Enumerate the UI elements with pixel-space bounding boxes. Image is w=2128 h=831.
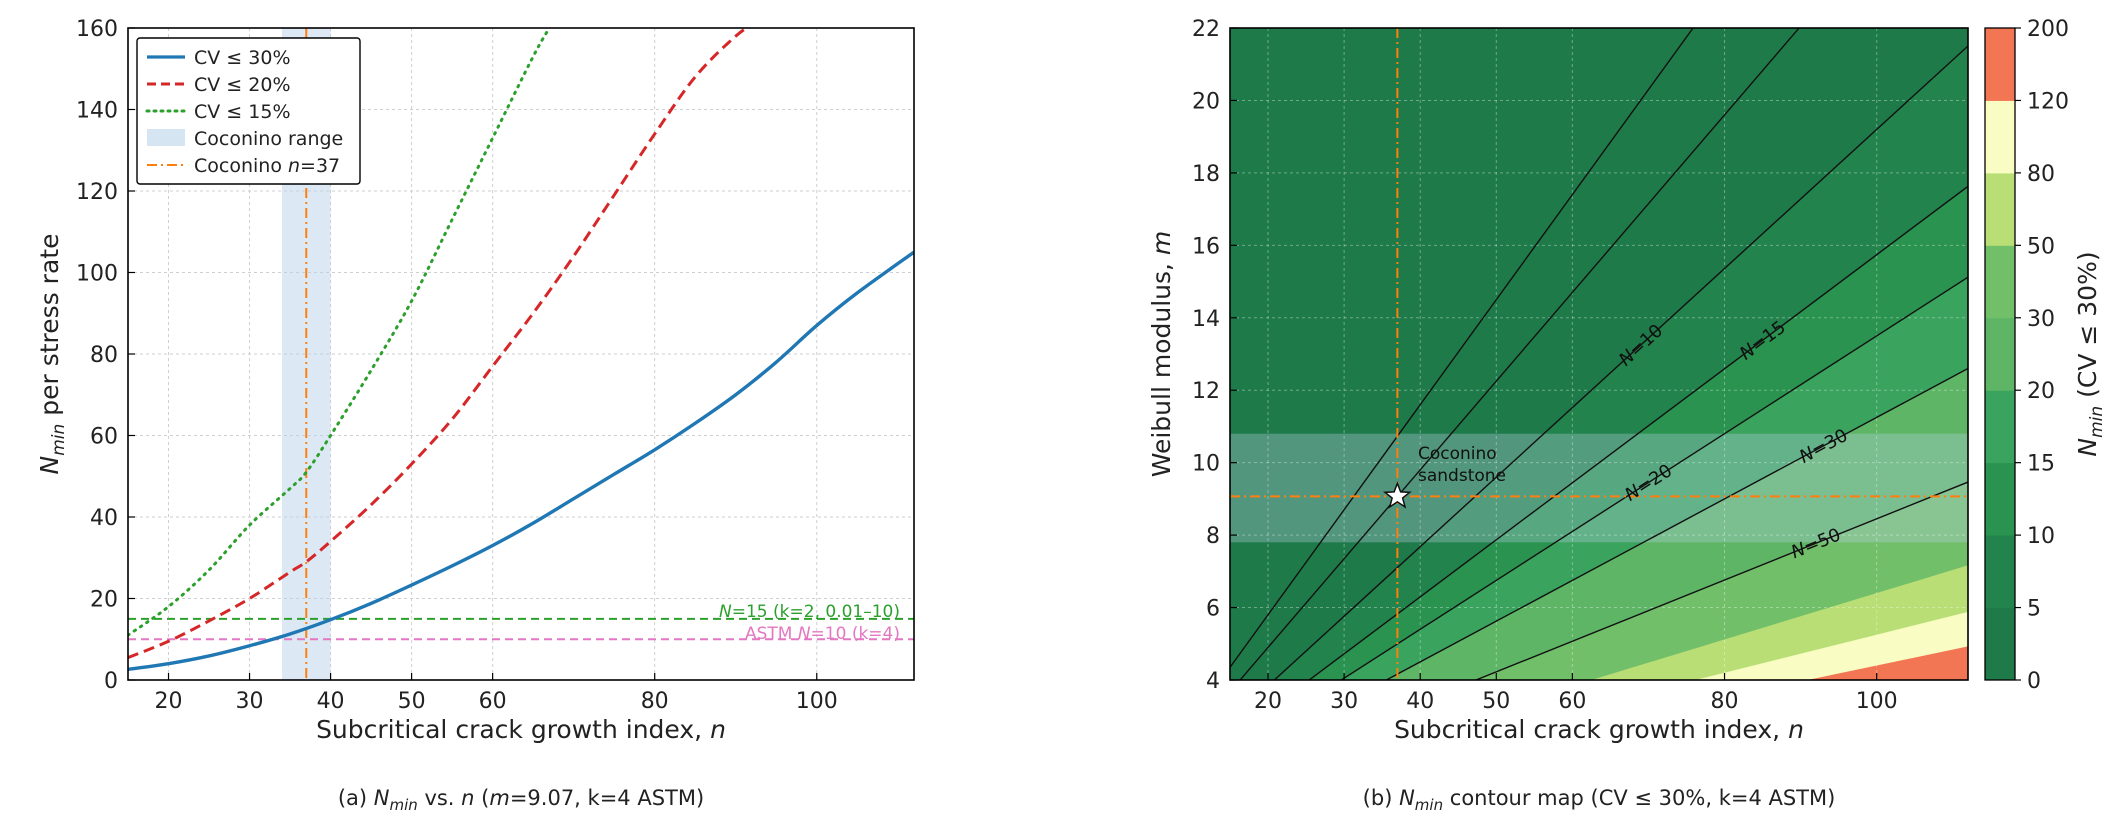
panel-a-ytick-label: 40	[90, 506, 118, 531]
panel-b-ytick-label: 14	[1192, 307, 1220, 332]
colorbar-tick-label: 120	[2027, 89, 2069, 114]
panel-b-ytick-label: 18	[1192, 162, 1220, 187]
legend-box	[136, 37, 361, 185]
contour-line-N=30	[1384, 367, 1968, 680]
panel-a-ytick-label: 80	[90, 343, 118, 368]
panel-a-ytick-label: 60	[90, 425, 118, 450]
colorbar-tick-label: 200	[2027, 17, 2069, 42]
series-line-0	[128, 250, 914, 672]
panel-a-ytick-label: 0	[104, 669, 118, 694]
panel-b-filled-contours	[1230, 28, 1968, 680]
colorbar-tick-label: 5	[2027, 597, 2041, 622]
panel-b-contour-lines	[1230, 28, 1968, 680]
contour-line-unlabeled	[1239, 28, 1800, 680]
panel-b-ytick-label: 10	[1192, 452, 1220, 477]
legend-label-coconino-n: Coconino n=37	[194, 155, 340, 177]
panel-a-xtick-label: 20	[155, 689, 183, 714]
colorbar-tick-label: 15	[2027, 452, 2055, 477]
hline-15-label: N=15 (k=2, 0.01–10)	[719, 602, 900, 622]
colorbar-label: Nmin (CV ≤ 30%)	[2073, 251, 2107, 456]
colorbar-segment	[1985, 100, 2015, 174]
panel-b-ytick-label: 22	[1192, 17, 1220, 42]
panel-a-ticks: 20 30 40 50 60 80 100 0 20 40 60 80 100 120 140 160	[76, 17, 838, 714]
panel-b-ticks: 20 30 40 50 60 80 100 4 6 8 10 12 14 16 18 20 22	[1192, 17, 1898, 714]
coconino-star-marker	[1383, 481, 1412, 509]
panel-a-ytick-label: 20	[90, 588, 118, 613]
colorbar-tick-label: 0	[2027, 669, 2041, 694]
colorbar-tick-label: 80	[2027, 162, 2055, 187]
panel-a-ytick-label: 160	[76, 17, 118, 42]
panel-a-ytick-label: 120	[76, 180, 118, 205]
panel-b-xtick-label: 50	[1482, 689, 1510, 714]
colorbar-segment	[1985, 390, 2015, 464]
panel-b-grid	[1230, 28, 1968, 680]
coconino-marker-label-line2: sandstone	[1418, 466, 1506, 486]
colorbar-segment	[1985, 28, 2015, 101]
colorbar-segment	[1985, 535, 2015, 609]
panel-b-xtick-label: 20	[1254, 689, 1282, 714]
panel-a-ylabel: Nmin per stress rate	[35, 234, 69, 475]
legend-label-cv30: CV ≤ 30%	[194, 47, 291, 69]
contour-band-dark-corner	[1230, 28, 1684, 665]
panel-a-xtick-label: 100	[796, 689, 838, 714]
colorbar-segment	[1985, 607, 2015, 681]
panel-b-ytick-label: 8	[1206, 524, 1220, 549]
panel-a-xlabel: Subcritical crack growth index, n	[316, 715, 726, 744]
panel-b-xtick-label: 30	[1330, 689, 1358, 714]
panel-a-xtick-label: 60	[479, 689, 507, 714]
legend-label-cv20: CV ≤ 20%	[194, 74, 291, 96]
panel-a-ytick-label: 140	[76, 99, 118, 124]
colorbar-frame	[1984, 27, 2016, 681]
panel-b-caption: (b) Nmin contour map (CV ≤ 30%, k=4 ASTM…	[1363, 786, 1836, 814]
panel-b-xtick-label: 60	[1558, 689, 1586, 714]
panel-a-xtick-label: 40	[317, 689, 345, 714]
series-line-2	[128, 28, 551, 637]
panel-b-ylabel: Weibull modulus, m	[1147, 231, 1176, 478]
colorbar-tick-label: 30	[2027, 307, 2055, 332]
panel-b-xlabel: Subcritical crack growth index, n	[1394, 715, 1804, 744]
legend-swatch-coconino-range	[147, 129, 185, 146]
panel-a-xtick-label: 50	[398, 689, 426, 714]
panel-a-legend: CV ≤ 30% CV ≤ 20% CV ≤ 15% Coconino rang…	[136, 37, 361, 185]
contour-line-unlabeled	[1230, 28, 1694, 668]
colorbar-tick-label: 50	[2027, 234, 2055, 259]
colorbar-segment	[1985, 462, 2015, 536]
contour-line-N=15	[1308, 185, 1968, 680]
legend-label-cv15: CV ≤ 15%	[194, 101, 291, 123]
panel-b-xtick-label: 40	[1406, 689, 1434, 714]
colorbar-segment	[1985, 317, 2015, 391]
panel-a-caption: (a) Nmin vs. n (m=9.07, k=4 ASTM)	[338, 786, 704, 814]
panel-b-ytick-label: 4	[1206, 669, 1220, 694]
panel-b-contour-map: N=10 N=15N=20N=30N=50 20 30 40 50 60 80 1004681…	[1147, 17, 2107, 814]
series-line-1	[128, 28, 750, 659]
contour-line-N=10	[1273, 45, 1968, 680]
colorbar-segment	[1985, 172, 2015, 246]
panel-a-ytick-label: 100	[76, 262, 118, 287]
panel-b-ytick-label: 12	[1192, 379, 1220, 404]
panel-b-frame	[1229, 27, 1969, 681]
colorbar-tick-label: 20	[2027, 379, 2055, 404]
panel-a-xtick-label: 80	[641, 689, 669, 714]
panel-a-line-chart: 20 30 40 50 60 80 100 0 20 40 60 80 100 120 140 160 N=1…	[35, 17, 915, 814]
panel-b-xtick-label: 100	[1856, 689, 1898, 714]
colorbar: 0 5 10 15 20 30 50 80 120 200	[1984, 17, 2069, 694]
weibull-range-band	[1230, 433, 1968, 543]
hline-10-label: ASTM N=10 (k=4)	[745, 624, 900, 644]
panel-b-ytick-label: 16	[1192, 234, 1220, 259]
colorbar-tick-label: 10	[2027, 524, 2055, 549]
panel-b-ytick-label: 6	[1206, 597, 1220, 622]
legend-label-coconino-range: Coconino range	[194, 128, 343, 150]
panel-a-xtick-label: 30	[236, 689, 264, 714]
contour-line-N=20	[1340, 276, 1968, 680]
panel-b-ytick-label: 20	[1192, 89, 1220, 114]
coconino-marker-label-line1: Coconino	[1418, 444, 1497, 464]
contour-line-N=50	[1474, 481, 1968, 680]
colorbar-segment	[1985, 245, 2015, 319]
panel-b-xtick-label: 80	[1711, 689, 1739, 714]
